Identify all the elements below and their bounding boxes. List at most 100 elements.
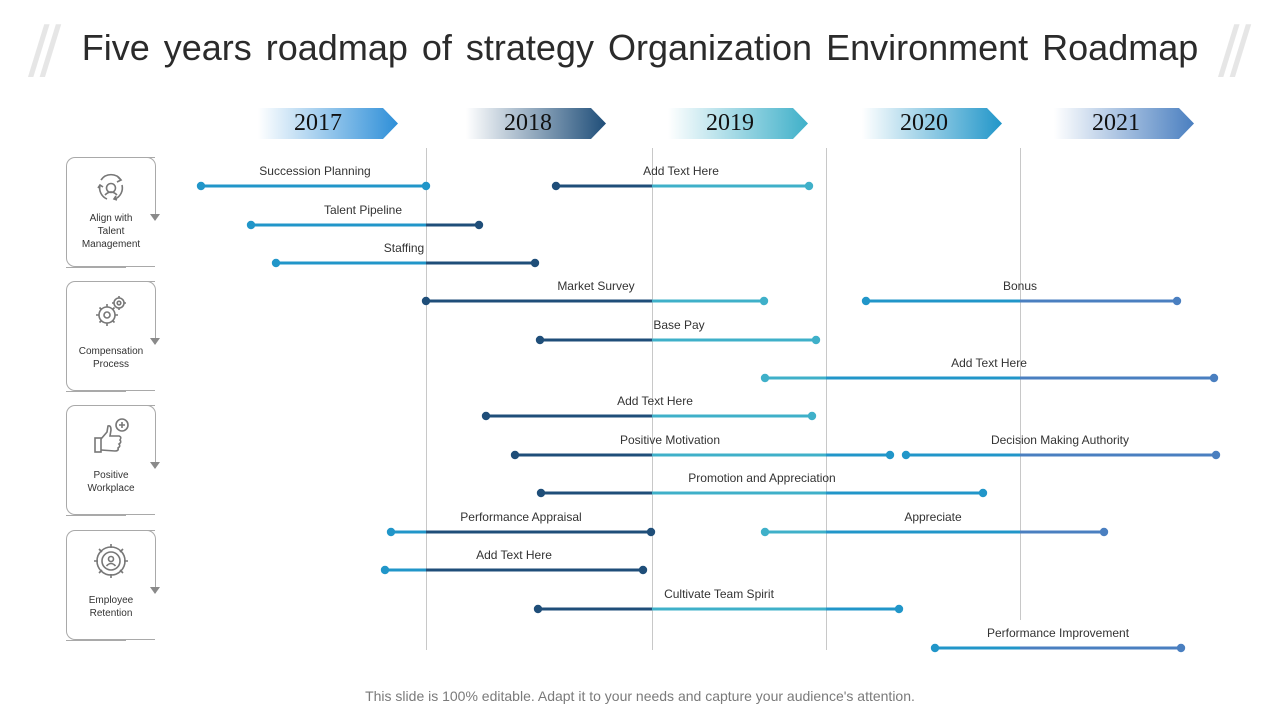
bar-end-dot — [530, 258, 540, 268]
roadmap-bar: Add Text Here — [551, 164, 814, 191]
gears-icon — [96, 296, 126, 326]
card-bracket — [145, 280, 156, 344]
bar-end-dot — [978, 488, 988, 498]
category-card-employee-retention: Employee Retention — [65, 529, 160, 641]
bar-start-dot — [421, 296, 431, 306]
year-divider — [1020, 148, 1021, 620]
card-bracket — [145, 156, 156, 220]
bar-label: Performance Appraisal — [460, 510, 581, 524]
bar-end-dot — [807, 411, 817, 421]
bar-end-dot — [1172, 296, 1182, 306]
bar-start-dot — [901, 450, 911, 460]
bar-start-dot — [536, 488, 546, 498]
bar-start-dot — [760, 373, 770, 383]
card-bracket — [65, 257, 126, 268]
bar-start-dot — [535, 335, 545, 345]
category-label: Positive Workplace — [87, 470, 135, 494]
card-bracket — [145, 529, 156, 593]
bar-start-dot — [271, 258, 281, 268]
arrow-down-icon — [150, 587, 160, 594]
roadmap-bar: Add Text Here — [380, 548, 648, 575]
bar-label: Cultivate Team Spirit — [664, 587, 774, 601]
year-label: 2020 — [900, 110, 948, 136]
bar-start-dot — [510, 450, 520, 460]
roadmap-bar: Promotion and Appreciation — [536, 471, 988, 498]
category-card-talent-management: Align with Talent Management — [65, 156, 160, 268]
roadmap-bar: Market Survey — [421, 279, 769, 306]
bar-start-dot — [533, 604, 543, 614]
year-label: 2018 — [504, 110, 552, 136]
card-bracket — [65, 630, 126, 641]
bar-label: Appreciate — [904, 510, 962, 524]
category-label: Employee Retention — [88, 595, 134, 619]
roadmap-bar: Add Text Here — [481, 394, 817, 421]
roadmap-bar: Bonus — [861, 279, 1182, 306]
bar-label: Talent Pipeline — [324, 203, 402, 217]
bar-label: Bonus — [1003, 279, 1037, 293]
bar-label: Promotion and Appreciation — [688, 471, 835, 485]
bar-end-dot — [1099, 527, 1109, 537]
arrow-down-icon — [150, 338, 160, 345]
roadmap-bar: Base Pay — [535, 318, 821, 345]
card-bracket — [65, 505, 126, 516]
bar-label: Positive Motivation — [620, 433, 720, 447]
bar-end-dot — [1209, 373, 1219, 383]
bar-end-dot — [894, 604, 904, 614]
roadmap-bar: Cultivate Team Spirit — [533, 587, 904, 614]
bar-end-dot — [474, 220, 484, 230]
bar-label: Succession Planning — [259, 164, 370, 178]
bar-end-dot — [638, 565, 648, 575]
bar-label: Performance Improvement — [987, 626, 1130, 640]
bar-label: Market Survey — [557, 279, 634, 293]
bar-label: Add Text Here — [643, 164, 719, 178]
bar-label: Add Text Here — [617, 394, 693, 408]
category-label: Compensation Process — [78, 346, 144, 370]
bar-start-dot — [196, 181, 206, 191]
arrow-down-icon — [150, 214, 160, 221]
bar-label: Base Pay — [653, 318, 704, 332]
bar-end-dot — [759, 296, 769, 306]
year-header-2020: 2020 — [862, 108, 1002, 139]
year-label: 2019 — [706, 110, 754, 136]
thumbs-up-plus-icon — [94, 418, 129, 453]
bar-start-dot — [386, 527, 396, 537]
year-divider — [826, 148, 827, 650]
bar-label: Add Text Here — [476, 548, 552, 562]
bar-start-dot — [380, 565, 390, 575]
bar-start-dot — [246, 220, 256, 230]
year-label: 2021 — [1092, 110, 1140, 136]
bar-end-dot — [421, 181, 431, 191]
year-divider — [426, 148, 427, 650]
bar-start-dot — [481, 411, 491, 421]
roadmap-bar: Appreciate — [760, 510, 1109, 537]
bar-start-dot — [861, 296, 871, 306]
card-bracket — [145, 404, 156, 468]
footer-note: This slide is 100% editable. Adapt it to… — [365, 688, 915, 704]
year-label: 2017 — [294, 110, 342, 136]
card-bracket — [65, 381, 126, 392]
year-header-2017: 2017 — [258, 108, 398, 139]
bar-end-dot — [811, 335, 821, 345]
cycle-arrows-icon — [97, 173, 124, 201]
roadmap-bar: Staffing — [271, 241, 540, 268]
category-card-positive-workplace: Positive Workplace — [65, 404, 160, 516]
bar-start-dot — [551, 181, 561, 191]
people-cycle-icon — [94, 544, 128, 578]
category-card-compensation: Compensation Process — [65, 280, 160, 392]
bar-end-dot — [1176, 643, 1186, 653]
year-header-2018: 2018 — [466, 108, 606, 139]
bar-label: Decision Making Authority — [991, 433, 1129, 447]
bar-label: Staffing — [384, 241, 424, 255]
arrow-down-icon — [150, 462, 160, 469]
roadmap-bar: Talent Pipeline — [246, 203, 484, 230]
bar-label: Add Text Here — [951, 356, 1027, 370]
bar-end-dot — [1211, 450, 1221, 460]
roadmap-bar: Performance Improvement — [930, 626, 1186, 653]
year-divider — [652, 148, 653, 650]
year-header-2019: 2019 — [668, 108, 808, 139]
roadmap-bar: Performance Appraisal — [386, 510, 656, 537]
roadmap-bar: Decision Making Authority — [901, 433, 1221, 460]
bar-start-dot — [760, 527, 770, 537]
bar-end-dot — [646, 527, 656, 537]
